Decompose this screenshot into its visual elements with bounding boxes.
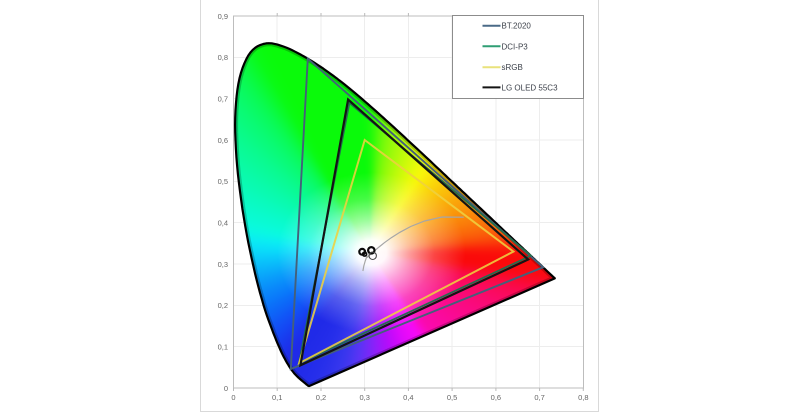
- svg-text:0,4: 0,4: [403, 393, 413, 402]
- svg-text:0,2: 0,2: [316, 393, 326, 402]
- svg-text:0,5: 0,5: [447, 393, 457, 402]
- svg-text:0,8: 0,8: [578, 393, 588, 402]
- svg-text:0: 0: [231, 393, 235, 402]
- svg-text:0,3: 0,3: [218, 260, 228, 269]
- svg-text:0,6: 0,6: [491, 393, 501, 402]
- svg-text:0,5: 0,5: [218, 177, 228, 186]
- svg-text:0,2: 0,2: [218, 301, 228, 310]
- svg-text:0,7: 0,7: [218, 95, 228, 104]
- svg-text:0,9: 0,9: [218, 12, 228, 21]
- svg-text:0,6: 0,6: [218, 136, 228, 145]
- svg-text:DCI-P3: DCI-P3: [502, 42, 529, 51]
- svg-text:0,8: 0,8: [218, 53, 228, 62]
- svg-text:0,3: 0,3: [359, 393, 369, 402]
- svg-text:0,1: 0,1: [272, 393, 282, 402]
- svg-text:0,1: 0,1: [218, 343, 228, 352]
- svg-text:BT.2020: BT.2020: [502, 22, 532, 31]
- svg-text:0: 0: [224, 384, 228, 393]
- svg-text:0,7: 0,7: [534, 393, 544, 402]
- svg-text:0,4: 0,4: [218, 219, 228, 228]
- svg-text:LG OLED 55C3: LG OLED 55C3: [502, 83, 559, 92]
- svg-text:sRGB: sRGB: [502, 63, 523, 72]
